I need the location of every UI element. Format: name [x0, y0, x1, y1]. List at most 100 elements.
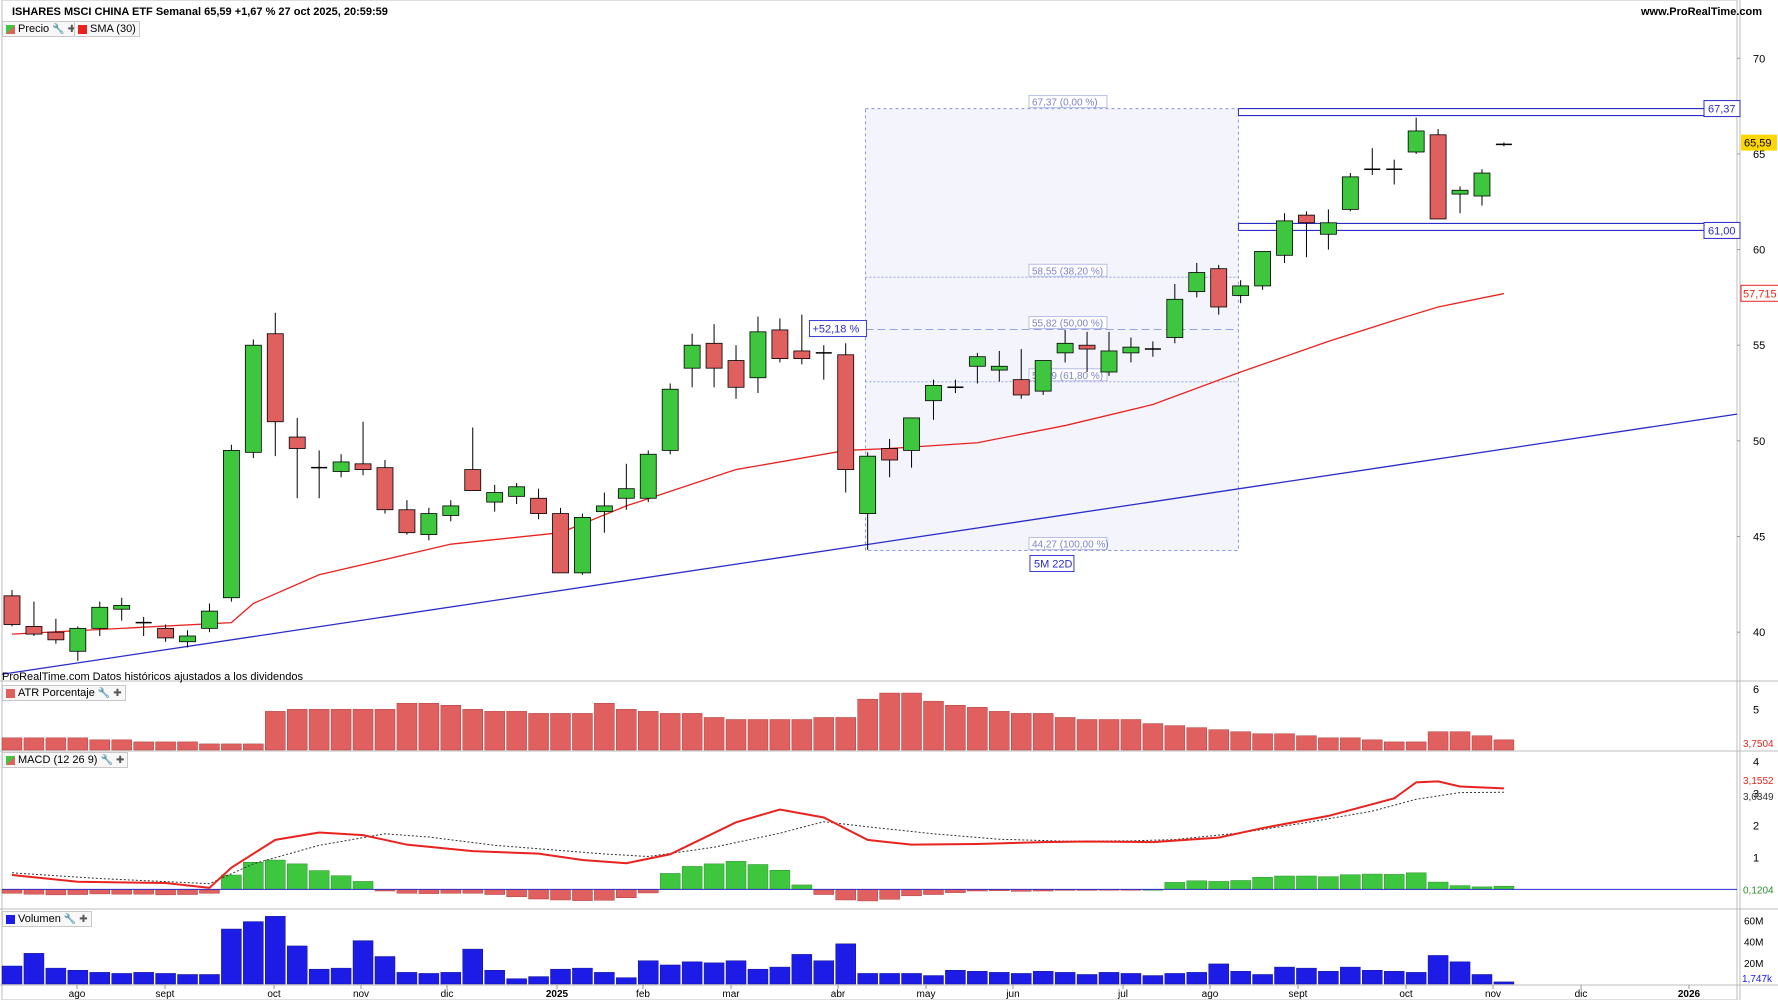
candle-body	[1232, 285, 1250, 296]
volume-bar	[23, 953, 45, 985]
candle	[179, 630, 196, 648]
candle	[3, 590, 21, 627]
fib-level-label: 58,55 (38,20 %)	[1032, 266, 1103, 277]
volume-bar	[1164, 973, 1186, 985]
volume-bar	[133, 972, 154, 985]
macd-hist-bar	[638, 889, 659, 894]
candle	[1298, 211, 1315, 258]
macd-hist-bar	[1383, 874, 1405, 890]
volume-bar	[659, 964, 681, 985]
candle	[771, 318, 789, 363]
candle-body	[420, 513, 438, 536]
wrench-icon[interactable]: 🔧	[97, 687, 111, 699]
candle	[947, 379, 964, 394]
atr-bar	[1471, 735, 1493, 751]
volume-bar	[1076, 974, 1098, 985]
fib-level-label: 44,27 (100,00 %)	[1032, 539, 1109, 550]
volume-bar	[1054, 972, 1076, 985]
macd-hist-bar	[45, 889, 67, 896]
volume-bar	[506, 978, 527, 985]
volume-bar	[330, 967, 352, 985]
candle-body	[1473, 172, 1491, 197]
atr-bar	[967, 707, 988, 751]
candle-body	[113, 604, 131, 610]
x-tick-label: feb	[636, 989, 650, 1000]
candle	[1232, 280, 1250, 304]
fib-label-box	[1028, 316, 1108, 330]
candle-body	[157, 627, 174, 639]
pct-change-box	[808, 320, 867, 338]
candle-body	[859, 455, 877, 514]
candle	[530, 488, 547, 520]
wrench-icon[interactable]: 🔧	[100, 754, 113, 766]
x-tick-label: sept	[1289, 989, 1308, 1000]
candle	[332, 454, 350, 478]
legend-sma-label: SMA (30)	[90, 23, 136, 35]
legend-price[interactable]: Precio 🔧 ✚	[2, 21, 81, 37]
candle	[376, 460, 394, 514]
atr-bar	[111, 739, 132, 751]
volume-tick-label: 20M	[1744, 959, 1763, 970]
candle-body	[1078, 344, 1096, 350]
candle-body	[1012, 379, 1030, 396]
macd-hist-bar	[506, 889, 527, 898]
volume-bar	[879, 973, 900, 985]
macd-hist-bar	[286, 863, 308, 890]
macd-hist-bar	[1, 889, 23, 894]
candle-body	[1451, 189, 1469, 195]
atr-bar	[1383, 741, 1405, 751]
volume-bar	[638, 960, 659, 985]
volume-swatch-icon	[6, 914, 15, 924]
candle	[793, 314, 811, 365]
candle	[398, 500, 416, 535]
plus-icon[interactable]: ✚	[67, 23, 77, 35]
atr-bar	[67, 737, 89, 751]
candle-body	[179, 635, 196, 643]
atr-bar	[1208, 729, 1229, 751]
plus-icon[interactable]: ✚	[79, 913, 88, 925]
macd-hist-bar	[330, 875, 352, 890]
plus-icon[interactable]: ✚	[113, 687, 122, 699]
wrench-icon[interactable]: 🔧	[63, 913, 77, 925]
atr-bar	[221, 743, 242, 751]
atr-bar	[703, 717, 725, 751]
volume-bar	[857, 973, 878, 985]
candle	[47, 618, 65, 644]
candle	[1254, 251, 1271, 290]
fib-label-box	[1028, 263, 1108, 277]
legend-macd[interactable]: MACD (12 26 9) 🔧 ✚	[2, 752, 129, 768]
atr-bar	[923, 700, 944, 751]
macd-tick-label: 2	[1753, 821, 1759, 833]
volume-bar	[747, 968, 769, 985]
volume-bar	[374, 956, 396, 985]
atr-bar	[1296, 735, 1317, 751]
macd-hist-bar	[791, 884, 813, 890]
macd-hist-bar	[616, 889, 637, 898]
x-tick-label: sept	[156, 989, 175, 1000]
candle	[91, 601, 109, 636]
legend-volume[interactable]: Volumen 🔧 ✚	[2, 911, 92, 927]
candle	[617, 463, 635, 510]
candle	[574, 513, 591, 575]
candle-body	[1210, 268, 1228, 308]
volume-bar	[1252, 974, 1273, 985]
legend-sma[interactable]: SMA (30)	[74, 21, 140, 37]
candle-body	[881, 448, 898, 461]
fib-level-2: 55,82 (50,00 %)	[1028, 316, 1108, 330]
brand-link[interactable]: www.ProRealTime.com	[1640, 6, 1762, 18]
atr-bar	[1054, 717, 1076, 751]
candle-body	[727, 360, 745, 388]
wrench-icon[interactable]: 🔧	[52, 23, 65, 35]
atr-bar	[572, 713, 593, 751]
candle	[1078, 331, 1096, 372]
channel-lower-box	[1703, 221, 1741, 239]
atr-bar	[286, 709, 308, 751]
atr-bar	[1318, 737, 1339, 751]
volume-bar	[1383, 971, 1405, 985]
plus-icon[interactable]: ✚	[115, 754, 125, 766]
candle-body	[793, 350, 811, 360]
sma-swatch-icon	[78, 24, 87, 34]
legend-atr[interactable]: ATR Porcentaje 🔧 ✚	[2, 685, 126, 701]
candle	[157, 624, 174, 642]
